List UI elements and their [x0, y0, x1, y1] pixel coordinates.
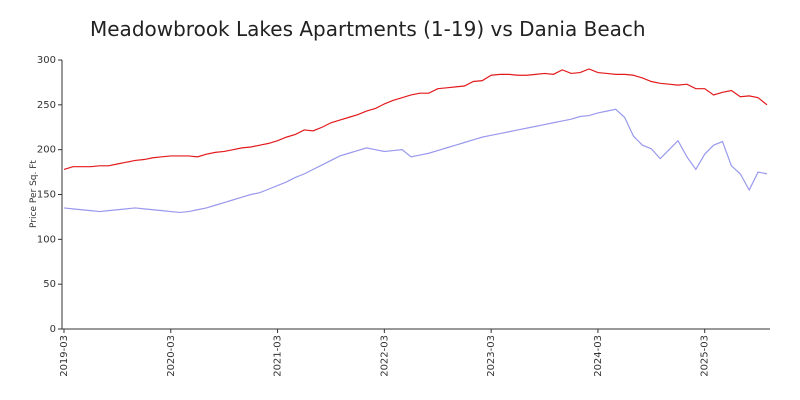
x-tick-label: 2020-03 — [166, 335, 177, 377]
y-tick-label: 200 — [37, 145, 56, 156]
x-tick-label: 2023-03 — [486, 335, 497, 377]
x-tick-label: 2025-03 — [700, 335, 711, 377]
chart-title: Meadowbrook Lakes Apartments (1-19) vs D… — [90, 17, 646, 41]
x-tick-label: 2022-03 — [379, 335, 390, 377]
series-line — [63, 108, 768, 214]
y-tick-label: 300 — [37, 55, 56, 66]
y-tick-label: 150 — [37, 190, 56, 201]
y-tick-label: 0 — [50, 324, 56, 335]
series-line — [63, 68, 768, 170]
y-tick-label: 100 — [37, 234, 56, 245]
x-tick-label: 2021-03 — [273, 335, 284, 377]
y-tick-label: 250 — [37, 100, 56, 111]
y-axis-label: Price Per Sq. Ft — [29, 160, 39, 228]
y-tick-label: 50 — [43, 279, 56, 290]
x-tick-label: 2019-03 — [59, 335, 70, 377]
x-tick-label: 2024-03 — [593, 335, 604, 377]
